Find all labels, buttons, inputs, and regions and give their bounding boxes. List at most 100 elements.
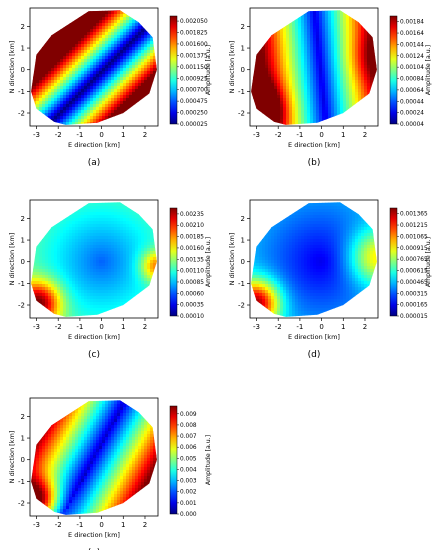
heat-cell: [132, 89, 136, 93]
heat-cell: [57, 83, 61, 87]
heat-cell: [90, 11, 94, 15]
heat-cell: [111, 266, 115, 270]
heat-cell: [132, 275, 136, 279]
heat-cell: [129, 11, 133, 15]
heat-cell: [54, 257, 58, 261]
heat-cell: [337, 65, 341, 69]
heat-cell: [150, 278, 154, 282]
heat-cell: [138, 59, 142, 63]
heat-cell: [349, 56, 353, 60]
heat-cell: [126, 74, 130, 78]
heat-cell: [358, 119, 362, 123]
heat-cell: [48, 272, 52, 276]
heat-cell: [277, 26, 281, 30]
heat-cell: [135, 257, 139, 261]
heat-cell: [304, 119, 308, 123]
heat-cell: [120, 14, 124, 18]
heat-cell: [135, 209, 139, 213]
heat-cell: [340, 65, 344, 69]
heat-cell: [126, 287, 130, 291]
heat-cell: [87, 38, 91, 42]
heat-cell: [31, 77, 34, 81]
heat-cell: [376, 65, 377, 69]
colorbar: [169, 15, 178, 125]
heat-cell: [256, 11, 260, 15]
heat-cell: [346, 119, 350, 123]
heat-cell: [99, 35, 103, 39]
heat-cell: [150, 269, 154, 273]
heat-cell: [265, 77, 269, 81]
heat-cell: [289, 107, 293, 111]
heat-cell: [138, 89, 142, 93]
heat-cell: [132, 44, 136, 48]
heat-cell: [105, 41, 109, 45]
y-tick-label: -2: [238, 110, 245, 118]
heat-cell: [319, 86, 323, 90]
heat-cell: [78, 119, 82, 123]
heat-cell: [114, 260, 118, 264]
heat-cell: [42, 296, 46, 300]
heat-cell: [340, 104, 344, 108]
heat-cell: [147, 248, 151, 252]
heat-cell: [307, 59, 311, 63]
heat-cell: [325, 47, 329, 51]
heat-cell: [129, 10, 133, 12]
heat-cell: [51, 218, 55, 222]
heat-cell: [51, 86, 55, 90]
heat-cell: [340, 50, 344, 54]
heat-cell: [268, 116, 272, 120]
heat-cell: [271, 80, 275, 84]
heat-cell: [93, 290, 97, 294]
heat-cell: [99, 32, 103, 36]
heat-cell: [325, 77, 329, 81]
heat-cell: [60, 287, 64, 291]
heat-cell: [84, 272, 88, 276]
heat-cell: [274, 80, 278, 84]
heat-cell: [54, 266, 58, 270]
heat-cell: [370, 35, 374, 39]
heat-cell: [72, 68, 76, 72]
heat-cell: [51, 107, 55, 111]
heat-cell: [132, 95, 136, 99]
heat-cell: [283, 47, 287, 51]
heat-cell: [337, 56, 341, 60]
heat-cell: [147, 212, 151, 216]
heat-cell: [36, 89, 40, 93]
heat-cell: [265, 65, 269, 69]
heat-cell: [111, 122, 115, 125]
heat-cell: [358, 50, 362, 54]
heat-cell: [54, 203, 58, 207]
heat-cell: [108, 242, 112, 246]
heat-cell: [60, 230, 64, 234]
heat-cell: [66, 296, 70, 300]
heat-cell: [153, 53, 157, 57]
heat-cell: [48, 281, 52, 285]
heat-cell: [31, 290, 34, 294]
heat-cell: [141, 74, 145, 78]
heat-cell: [132, 119, 136, 123]
heat-cell: [364, 50, 368, 54]
heat-cell: [253, 65, 257, 69]
heat-cell: [117, 233, 121, 237]
heat-cell: [84, 71, 88, 75]
heat-cell: [322, 80, 326, 84]
heat-cell: [280, 10, 284, 12]
heat-cell: [307, 83, 311, 87]
heat-cell: [39, 236, 43, 240]
heat-cell: [126, 110, 130, 114]
heat-cell: [373, 10, 377, 12]
heat-cell: [69, 32, 73, 36]
heat-cell: [114, 26, 118, 30]
heat-cell: [66, 68, 70, 72]
heat-cell: [316, 98, 320, 102]
heat-cell: [36, 230, 40, 234]
heat-cell: [75, 218, 79, 222]
heat-cell: [289, 23, 293, 27]
heat-cell: [51, 44, 55, 48]
heat-cell: [54, 77, 58, 81]
heat-cell: [135, 95, 139, 99]
heat-cell: [328, 125, 331, 128]
heat-cell: [93, 38, 97, 42]
heat-cell: [307, 32, 311, 36]
heat-cell: [60, 53, 64, 57]
